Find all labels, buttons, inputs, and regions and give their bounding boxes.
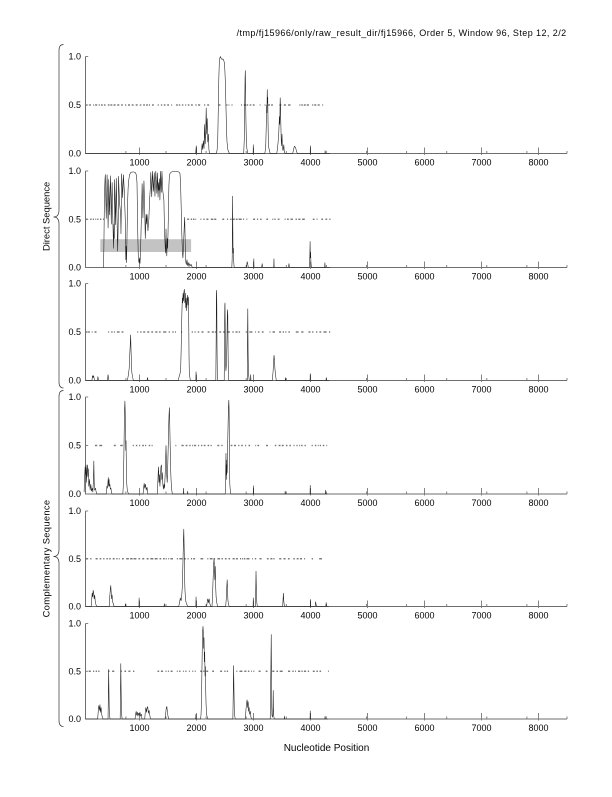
svg-text:4000: 4000: [300, 272, 320, 282]
svg-text:2000: 2000: [186, 272, 206, 282]
svg-text:8000: 8000: [528, 498, 548, 508]
svg-text:Complementary Sequence: Complementary Sequence: [40, 500, 51, 618]
svg-text:4000: 4000: [300, 498, 320, 508]
svg-text:/tmp/fj15966/only/raw_result_d: /tmp/fj15966/only/raw_result_dir/fj15966…: [237, 28, 567, 38]
svg-text:1.0: 1.0: [68, 506, 81, 516]
svg-text:5000: 5000: [357, 498, 377, 508]
svg-text:6000: 6000: [414, 611, 434, 621]
svg-text:8000: 8000: [528, 272, 548, 282]
svg-text:Nucleotide Position: Nucleotide Position: [284, 743, 370, 754]
svg-text:7000: 7000: [471, 158, 491, 168]
svg-text:2000: 2000: [186, 385, 206, 395]
svg-text:6000: 6000: [414, 272, 434, 282]
svg-text:4000: 4000: [300, 723, 320, 733]
svg-text:0.5: 0.5: [68, 554, 81, 564]
svg-text:7000: 7000: [471, 385, 491, 395]
svg-text:7000: 7000: [471, 272, 491, 282]
svg-text:5000: 5000: [357, 385, 377, 395]
svg-text:6000: 6000: [414, 498, 434, 508]
svg-text:6000: 6000: [414, 723, 434, 733]
svg-text:1.0: 1.0: [68, 392, 81, 402]
svg-text:3000: 3000: [243, 158, 263, 168]
svg-text:6000: 6000: [414, 385, 434, 395]
svg-text:0.5: 0.5: [68, 100, 81, 110]
svg-text:4000: 4000: [300, 158, 320, 168]
svg-text:1.0: 1.0: [68, 279, 81, 289]
svg-text:0.0: 0.0: [68, 714, 81, 724]
svg-text:0.0: 0.0: [68, 376, 81, 386]
svg-text:2000: 2000: [186, 611, 206, 621]
svg-text:1000: 1000: [129, 611, 149, 621]
svg-text:2000: 2000: [186, 158, 206, 168]
svg-text:7000: 7000: [471, 723, 491, 733]
svg-text:7000: 7000: [471, 498, 491, 508]
svg-text:2000: 2000: [186, 498, 206, 508]
svg-text:0.0: 0.0: [68, 602, 81, 612]
svg-text:3000: 3000: [243, 498, 263, 508]
svg-text:1000: 1000: [129, 158, 149, 168]
svg-text:0.0: 0.0: [68, 263, 81, 273]
svg-text:5000: 5000: [357, 611, 377, 621]
svg-text:0.0: 0.0: [68, 489, 81, 499]
svg-text:4000: 4000: [300, 611, 320, 621]
svg-text:8000: 8000: [528, 385, 548, 395]
svg-text:0.5: 0.5: [68, 327, 81, 337]
svg-text:0.0: 0.0: [68, 149, 81, 159]
svg-text:8000: 8000: [528, 723, 548, 733]
svg-text:0.5: 0.5: [68, 441, 81, 451]
svg-text:3000: 3000: [243, 723, 263, 733]
svg-text:3000: 3000: [243, 385, 263, 395]
svg-text:6000: 6000: [414, 158, 434, 168]
svg-text:0.5: 0.5: [68, 214, 81, 224]
svg-text:3000: 3000: [243, 611, 263, 621]
svg-text:Direct Sequence: Direct Sequence: [40, 182, 51, 251]
svg-text:1000: 1000: [129, 272, 149, 282]
svg-text:2000: 2000: [186, 723, 206, 733]
svg-text:1000: 1000: [129, 498, 149, 508]
svg-text:5000: 5000: [357, 723, 377, 733]
svg-text:4000: 4000: [300, 385, 320, 395]
svg-text:8000: 8000: [528, 158, 548, 168]
svg-text:0.5: 0.5: [68, 667, 81, 677]
svg-text:1.0: 1.0: [68, 52, 81, 62]
svg-text:1000: 1000: [129, 385, 149, 395]
svg-text:7000: 7000: [471, 611, 491, 621]
svg-text:8000: 8000: [528, 611, 548, 621]
svg-text:1.0: 1.0: [68, 619, 81, 629]
svg-text:1.0: 1.0: [68, 166, 81, 176]
svg-text:5000: 5000: [357, 158, 377, 168]
svg-text:1000: 1000: [129, 723, 149, 733]
svg-text:5000: 5000: [357, 272, 377, 282]
svg-text:3000: 3000: [243, 272, 263, 282]
